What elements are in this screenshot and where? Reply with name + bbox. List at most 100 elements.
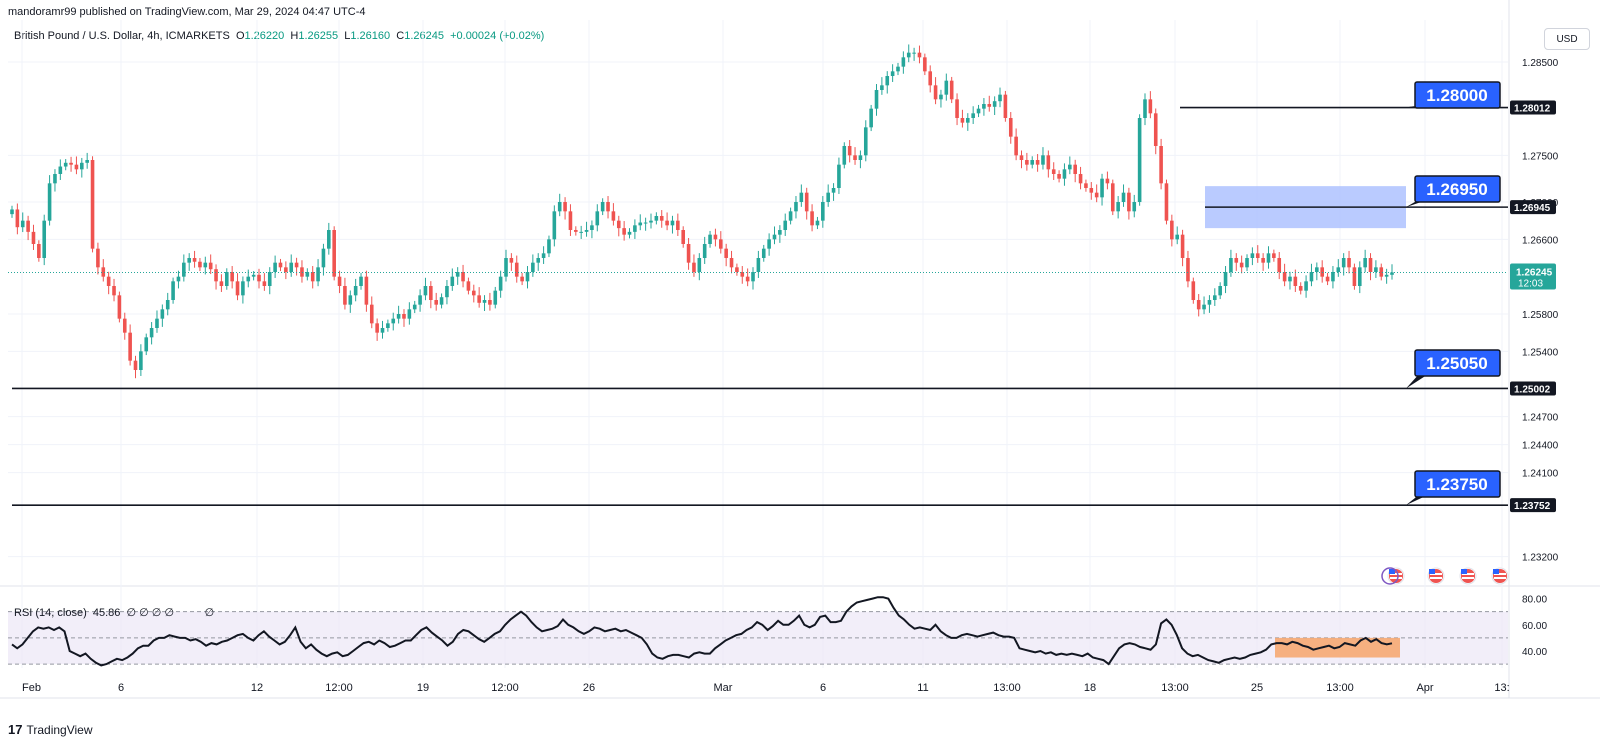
candle-body <box>165 300 170 310</box>
candle-body <box>713 234 718 240</box>
candle-body <box>520 276 524 282</box>
level-price-tag-value: 1.23752 <box>1514 501 1551 512</box>
rsi-line <box>11 596 1393 667</box>
candle-body <box>1234 258 1239 263</box>
candle-body <box>391 318 396 324</box>
candle <box>869 104 873 132</box>
close-label: C <box>396 30 405 42</box>
candle <box>1218 282 1222 300</box>
candle-body <box>541 253 546 258</box>
change-value: +0.00024 (+0.02%) <box>450 30 545 42</box>
time-tick-label: 6 <box>820 682 826 694</box>
rsi-tick-label: 40.00 <box>1522 647 1547 658</box>
candle-body <box>579 231 583 233</box>
candle <box>85 152 89 169</box>
candle-body <box>563 202 567 212</box>
candle-body <box>772 234 777 240</box>
candle-body <box>1250 253 1255 258</box>
candle-body <box>504 258 508 277</box>
candle-body <box>810 211 814 226</box>
candle <box>837 157 841 194</box>
open-label: O <box>235 30 245 42</box>
candle-body <box>1218 286 1222 296</box>
rsi-title[interactable]: RSI (14, close) <box>14 607 87 619</box>
candle <box>90 156 95 253</box>
candle-body <box>273 262 277 272</box>
candle-body <box>1159 146 1163 184</box>
callout-label: 1.23750 <box>1426 475 1487 494</box>
candle <box>804 187 809 220</box>
candle <box>251 271 256 281</box>
symbol-name[interactable]: British Pound / U.S. Dollar, 4h, ICMARKE… <box>14 30 230 42</box>
candle <box>63 159 68 171</box>
candle-body <box>316 267 320 282</box>
candle-body <box>1008 118 1013 137</box>
candle-body <box>224 272 229 286</box>
candle <box>284 261 288 280</box>
candle-body <box>778 230 782 235</box>
candle <box>182 254 186 282</box>
candle <box>955 93 959 126</box>
candle <box>96 242 100 275</box>
candle <box>1352 263 1357 290</box>
candle <box>1078 166 1083 190</box>
candle <box>343 277 347 310</box>
candle-body <box>246 276 251 282</box>
callout-label: 1.25050 <box>1426 354 1487 373</box>
candle <box>1143 93 1147 126</box>
candle <box>557 193 562 217</box>
candle <box>1325 272 1330 286</box>
candle-body <box>638 222 643 226</box>
candle-body <box>718 239 723 249</box>
price-tick-label: 1.24700 <box>1522 413 1559 424</box>
candle <box>821 196 825 228</box>
candle <box>923 53 927 76</box>
candle <box>224 268 229 290</box>
candle-body <box>1089 188 1094 193</box>
time-tick-label: 13:00 <box>1326 682 1354 694</box>
candle-body <box>1331 272 1335 282</box>
candle <box>1105 171 1110 190</box>
candle-body <box>616 220 621 229</box>
candle <box>1250 247 1255 266</box>
candle-body <box>498 276 503 291</box>
current-price-value: 1.26245 <box>1516 267 1553 278</box>
candle-body <box>1121 192 1126 202</box>
level-price-tag <box>1510 200 1556 215</box>
candle <box>1110 179 1115 216</box>
candle <box>122 312 127 340</box>
candle <box>208 254 213 275</box>
candle <box>1041 147 1045 170</box>
candle-body <box>1341 258 1346 268</box>
candle-body <box>203 262 208 268</box>
candle-body <box>896 66 900 72</box>
currency-selector[interactable]: USD <box>1544 28 1590 50</box>
candle-body <box>788 211 793 221</box>
candle-body <box>1003 94 1008 118</box>
candle <box>160 304 165 327</box>
candle <box>498 270 503 298</box>
candle <box>692 254 696 277</box>
candle-body <box>611 211 616 221</box>
time-tick-label: 18 <box>1084 682 1096 694</box>
candle-body <box>837 164 841 188</box>
candle <box>659 210 664 228</box>
candle <box>595 204 600 232</box>
candle-body <box>182 262 186 277</box>
candle-body <box>1132 202 1137 212</box>
candle-body <box>176 276 181 282</box>
candle-body <box>826 192 830 202</box>
candle <box>289 254 294 277</box>
candle <box>702 236 707 264</box>
candle-body <box>681 230 686 244</box>
candle <box>633 219 637 239</box>
candle-body <box>407 309 412 319</box>
candle <box>364 270 369 312</box>
candle <box>1331 266 1335 289</box>
callout-box <box>1414 81 1501 109</box>
candle <box>235 273 240 301</box>
candle <box>1127 187 1131 220</box>
tradingview-logo[interactable]: 17 TradingView <box>8 722 93 737</box>
candle-body <box>106 276 111 286</box>
